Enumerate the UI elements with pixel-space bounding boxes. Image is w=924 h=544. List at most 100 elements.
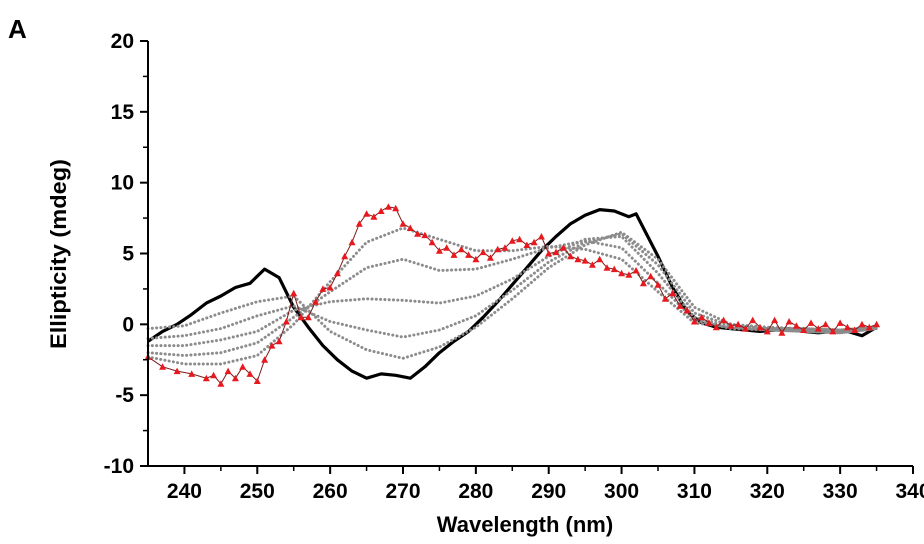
series-point-red-triangle [239, 363, 247, 370]
series-point-red-triangle [363, 210, 371, 217]
y-tick-label: -5 [115, 384, 134, 407]
series-point-red-triangle [858, 320, 866, 328]
series-point-red-triangle [508, 237, 516, 244]
y-tick-label: 15 [111, 101, 135, 124]
y-tick-label: -10 [104, 455, 134, 478]
series-line-gray-dotted [146, 232, 879, 340]
series-point-red-triangle [603, 264, 611, 271]
x-tick-label: 310 [677, 480, 712, 503]
panel-label: A [8, 14, 27, 44]
series-point-red-triangle [771, 316, 779, 324]
series-point-red-triangle [406, 224, 414, 231]
x-tick-label: 240 [167, 480, 202, 503]
series-point-red-triangle [720, 316, 728, 324]
series-point-red-triangle [290, 289, 298, 297]
series-point-red-triangle [734, 320, 742, 328]
series-point-red-triangle [639, 279, 647, 287]
series-point-red-triangle [632, 267, 640, 274]
series-point-red-triangle [355, 220, 363, 227]
series-point-red-triangle [516, 235, 524, 243]
y-tick-label: 20 [111, 30, 134, 53]
series-point-red-triangle [807, 319, 815, 326]
series-point-red-triangle [399, 220, 407, 227]
series-point-red-triangle [377, 207, 385, 214]
series-point-red-triangle [159, 363, 167, 370]
series-point-red-triangle [173, 367, 181, 375]
series-point-red-triangle [690, 318, 698, 325]
series-point-red-triangle [202, 374, 210, 382]
series-point-red-triangle [443, 244, 451, 251]
series-line-gray-dotted [146, 230, 879, 360]
series-point-red-triangle [610, 265, 618, 273]
series-point-red-triangle [333, 269, 341, 277]
x-tick-label: 280 [458, 480, 493, 503]
y-axis-title: Ellipticity (mdeg) [46, 159, 71, 349]
series-point-red-triangle [188, 370, 196, 377]
x-tick-label: 320 [750, 480, 785, 503]
series-point-red-triangle [465, 251, 473, 258]
series-point-red-triangle [552, 248, 560, 256]
series-line-gray-dotted [146, 226, 879, 366]
series-point-red-triangle [647, 272, 655, 280]
series-point-red-triangle [457, 245, 465, 253]
x-tick-label: 330 [823, 480, 858, 503]
y-tick-label: 5 [122, 243, 134, 266]
series-point-red-triangle [545, 250, 553, 257]
series-point-red-triangle [625, 271, 633, 278]
series-line-gray-dotted [146, 234, 879, 348]
series-point-red-triangle [559, 244, 567, 251]
series-point-red-triangle [348, 238, 356, 246]
series-point-red-triangle [814, 325, 822, 332]
series-point-red-triangle [414, 230, 422, 237]
series-point-red-triangle [384, 203, 392, 210]
series-point-red-triangle [472, 255, 480, 263]
series-point-red-triangle [873, 320, 881, 328]
series-point-red-triangle [253, 377, 261, 384]
series-point-red-triangle [537, 233, 545, 240]
series-point-red-triangle [392, 204, 400, 212]
series-point-red-triangle [319, 285, 327, 292]
series-line-black [147, 208, 878, 380]
series-point-red-triangle [676, 302, 684, 309]
x-tick-label: 340 [895, 480, 924, 503]
series-point-red-triangle [792, 322, 800, 329]
series-point-red-triangle [749, 316, 757, 324]
series-point-red-triangle [822, 320, 830, 328]
series-point-red-triangle [268, 342, 276, 349]
series-point-red-triangle [654, 281, 662, 288]
x-tick-label: 250 [240, 480, 275, 503]
series-point-red-triangle [341, 252, 349, 260]
series-point-red-triangle [231, 374, 239, 382]
series-point-red-triangle [246, 370, 254, 377]
series-point-red-triangle [574, 255, 582, 263]
series-point-red-triangle [530, 238, 538, 246]
series-point-red-triangle [523, 241, 531, 248]
series-point-red-triangle [282, 318, 290, 325]
series-point-red-triangle [421, 231, 429, 239]
series-point-red-triangle [435, 247, 443, 254]
series-point-red-triangle [851, 326, 859, 333]
series-point-red-triangle [785, 318, 793, 325]
series-point-red-triangle [428, 238, 436, 246]
y-tick-label: 0 [122, 313, 134, 336]
series-line-red [147, 206, 877, 385]
series-point-red-triangle [756, 323, 764, 331]
y-tick-label: 10 [111, 172, 134, 195]
series-point-red-triangle [661, 295, 669, 302]
axes-layer: -10 -5 0 5 10 15 20 240 250 260 270 280 290 300 310 320… [104, 30, 924, 503]
series-point-red-triangle [836, 319, 844, 326]
x-tick-label: 290 [531, 480, 566, 503]
series-point-red-triangle [843, 323, 851, 331]
x-axis-title: Wavelength (nm) [437, 512, 613, 537]
series-point-red-triangle [224, 367, 232, 375]
series-point-red-triangle [669, 289, 677, 297]
series-point-red-triangle [829, 327, 837, 335]
series-point-red-triangle [596, 255, 604, 263]
series-point-red-triangle [217, 380, 225, 387]
x-tick-label: 270 [385, 480, 420, 503]
series-point-red-triangle [326, 284, 334, 291]
series-point-red-triangle [494, 245, 502, 253]
series-point-red-triangle [778, 329, 786, 336]
series-point-red-triangle [501, 244, 509, 251]
series-point-red-triangle [312, 298, 320, 305]
